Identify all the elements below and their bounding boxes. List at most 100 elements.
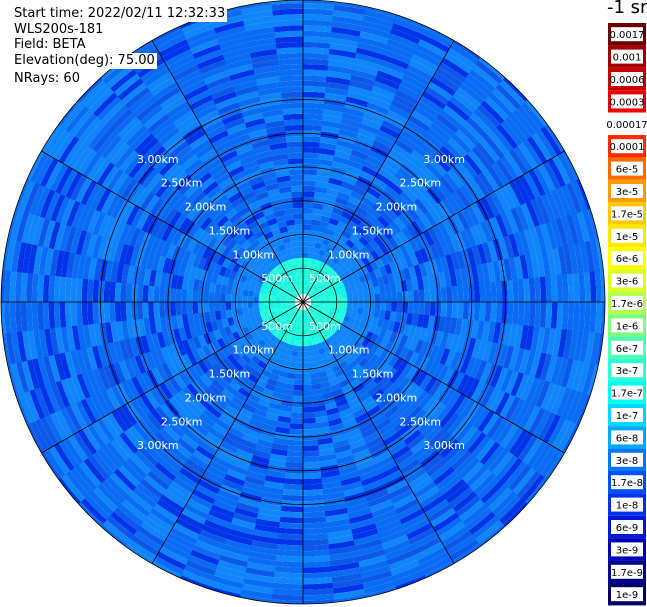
ppi-cell [216,375,229,389]
ppi-cell [372,140,392,154]
ppi-cell [323,290,330,296]
ring-label: 1.00km [232,248,274,261]
ppi-cell [443,442,464,463]
ppi-cell [272,582,303,590]
ppi-cell [298,291,301,295]
ppi-cell [255,378,267,388]
ppi-cell [119,431,139,454]
ppi-cell [204,203,219,217]
ppi-cell [370,343,380,355]
ppi-cell [424,260,433,276]
ppi-cell [368,239,380,251]
ppi-cell [309,316,315,323]
ppi-cell [134,354,147,375]
ppi-cell [159,38,189,58]
ppi-cell [352,302,359,308]
ppi-cell [255,315,263,323]
ppi-cell [274,282,281,289]
ppi-cell [328,417,343,427]
ppi-cell [146,412,164,432]
ppi-cell [462,78,489,101]
ppi-cell [1,269,6,302]
ppi-cell [247,296,254,302]
ppi-cell [413,353,425,369]
ppi-cell [427,315,436,330]
ppi-cell [249,257,258,267]
ppi-cell [298,318,302,325]
ppi-cell [55,326,65,354]
ppi-cell [367,384,381,397]
ppi-cell [305,323,309,330]
ppi-cell [401,512,428,530]
ppi-cell [369,368,382,381]
ppi-cell [224,404,240,418]
ppi-cell [283,113,304,121]
ppi-cell [143,317,152,336]
ppi-cell [518,349,531,375]
ppi-cell [378,265,388,277]
ppi-cell [336,355,346,365]
ppi-cell [491,490,517,517]
ppi-cell [394,311,403,323]
ppi-cell [220,219,233,232]
ppi-cell [316,426,331,435]
ppi-cell [450,450,472,471]
ppi-cell [424,424,443,443]
ppi-cell [167,420,185,438]
ppi-cell [394,449,414,466]
ppi-cell [45,160,64,190]
ppi-cell [71,253,82,279]
ppi-cell [253,383,265,394]
ppi-cell [317,442,335,451]
ppi-cell [60,326,71,353]
ppi-cell [280,86,304,93]
ppi-cell [492,322,502,344]
ppi-cell [162,330,172,347]
ppi-cell [167,166,185,184]
ppi-cell [314,337,322,345]
ppi-cell [477,104,501,129]
ppi-cell [319,302,326,305]
ppi-cell [280,322,287,329]
ppi-cell [468,69,497,93]
ppi-cell [379,338,389,350]
ppi-cell [109,511,138,535]
ppi-cell [378,310,386,320]
ppi-cell [271,0,304,5]
ppi-cell [247,392,261,404]
ppi-cell [407,290,414,303]
ppi-cell [504,152,524,178]
ppi-cell [245,350,255,360]
ppi-cell [513,348,525,373]
ppi-cell [528,169,546,197]
ppi-cell [302,357,310,363]
ppi-cell [296,317,300,324]
ppi-cell [424,499,450,518]
ppi-cell [487,342,498,364]
ppi-cell [311,321,317,328]
ppi-cell [261,103,284,113]
ppi-cell [272,577,303,585]
ppi-cell [222,235,234,247]
ppi-cell [410,437,429,455]
ppi-cell [262,485,284,495]
ppi-cell [416,314,425,328]
ppi-cell [120,380,136,402]
ppi-cell [289,315,295,322]
ppi-cell [535,445,558,475]
ppi-cell [242,480,264,492]
ppi-cell [293,257,300,265]
ring-label: 2.00km [185,391,227,404]
ppi-cell [311,270,317,277]
ppi-cell [328,269,336,277]
ppi-cell [156,221,169,239]
ppi-cell [208,291,215,302]
ppi-cell [110,68,138,93]
ppi-cell [403,517,431,535]
ppi-cell [86,233,98,258]
ppi-cell [293,339,299,347]
ppi-cell [293,384,303,391]
ppi-cell [556,421,577,452]
ppi-cell [241,107,264,118]
ppi-cell [280,299,287,302]
